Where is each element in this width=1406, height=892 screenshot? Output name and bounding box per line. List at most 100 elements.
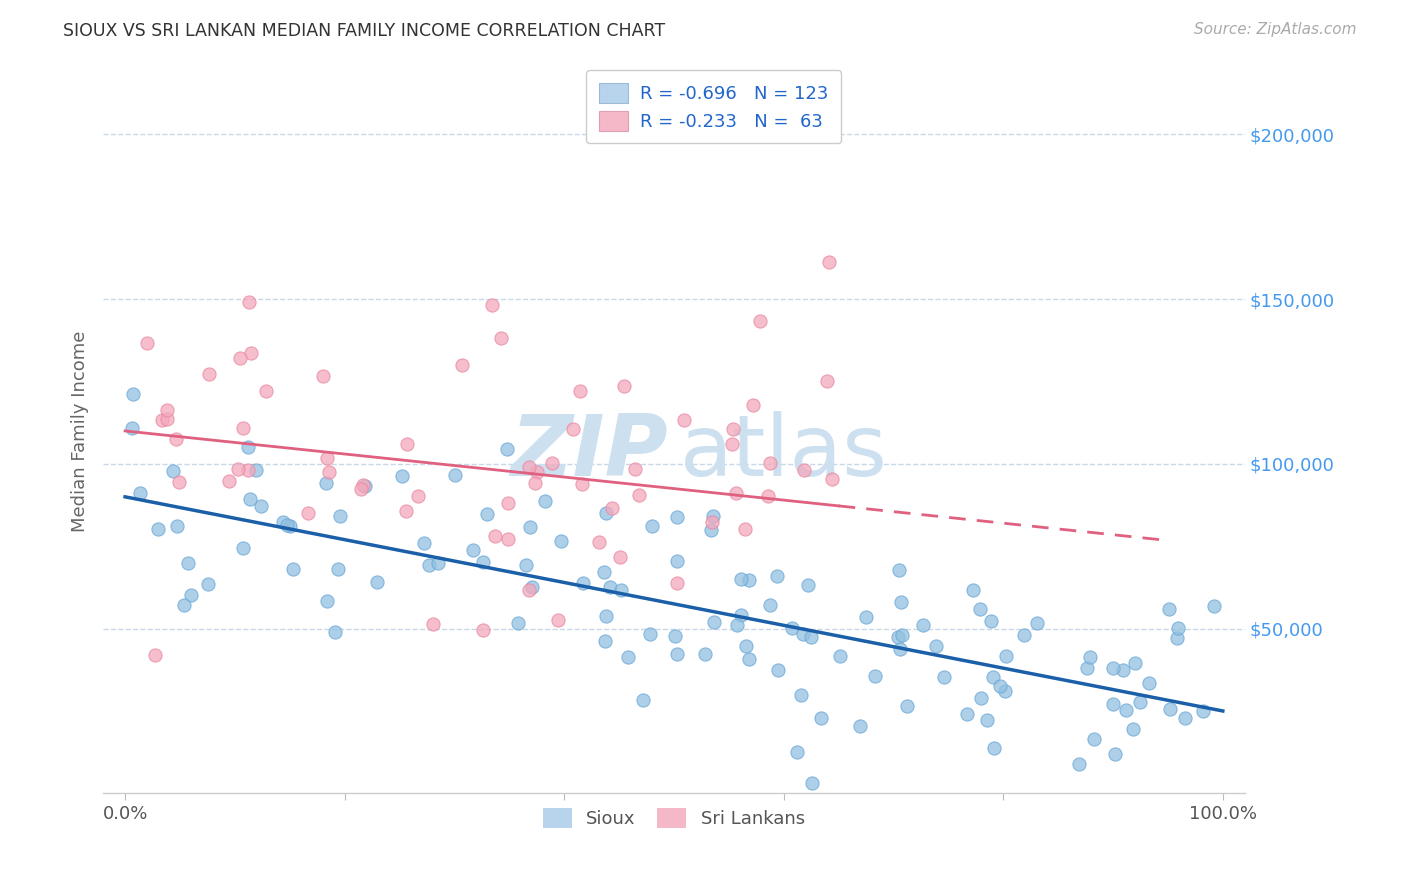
Point (610, 583, 633, 598)
Point (896, 699, 918, 714)
Point (506, 615, 529, 630)
Point (703, 615, 725, 630)
Point (491, 331, 513, 345)
Point (720, 436, 742, 450)
Point (725, 617, 748, 632)
Point (1076, 661, 1098, 675)
Point (278, 518, 301, 533)
Point (723, 422, 745, 436)
Point (891, 628, 914, 642)
Point (238, 294, 260, 309)
Point (254, 384, 277, 398)
Point (165, 432, 187, 446)
Point (523, 475, 546, 490)
Point (1166, 631, 1188, 645)
Point (956, 706, 979, 721)
Point (496, 442, 519, 456)
Point (623, 461, 645, 475)
Point (593, 565, 616, 579)
Point (962, 583, 984, 598)
Point (613, 379, 636, 393)
Point (406, 489, 429, 503)
Point (515, 558, 537, 573)
Point (239, 491, 262, 506)
Point (318, 466, 340, 480)
Point (780, 621, 803, 635)
Point (496, 532, 519, 546)
Point (1122, 722, 1144, 736)
Point (568, 384, 591, 398)
Point (1078, 649, 1101, 664)
Point (830, 649, 852, 664)
Text: Source: ZipAtlas.com: Source: ZipAtlas.com (1194, 22, 1357, 37)
Point (602, 500, 624, 515)
Point (800, 630, 823, 644)
Point (855, 610, 877, 624)
Point (759, 598, 782, 612)
Legend: Sioux, Sri Lankans: Sioux, Sri Lankans (536, 801, 813, 835)
Point (1112, 663, 1135, 677)
Point (1157, 602, 1180, 616)
Point (793, 462, 815, 476)
Text: atlas: atlas (679, 411, 887, 494)
Point (1102, 660, 1125, 674)
Point (316, 450, 339, 465)
Point (418, 558, 440, 573)
Point (593, 634, 616, 648)
Point (742, 398, 765, 412)
Point (932, 670, 955, 684)
Point (1159, 702, 1181, 716)
Point (599, 580, 621, 594)
Point (312, 368, 335, 383)
Point (588, 534, 610, 549)
Point (250, 499, 273, 513)
Point (366, 575, 388, 590)
Point (349, 482, 371, 496)
Point (571, 575, 593, 590)
Point (451, 358, 474, 372)
Point (297, 506, 319, 520)
Point (699, 524, 721, 538)
Point (797, 578, 820, 592)
Point (1083, 731, 1105, 746)
Point (730, 608, 752, 623)
Point (980, 614, 1002, 628)
Point (271, 516, 294, 530)
Point (422, 617, 444, 632)
Point (792, 627, 814, 641)
Point (197, 576, 219, 591)
Point (735, 639, 758, 653)
Point (666, 647, 689, 661)
Point (218, 474, 240, 488)
Point (1192, 705, 1215, 719)
Point (276, 517, 298, 532)
Point (849, 719, 872, 733)
Point (887, 630, 910, 644)
Point (169, 475, 191, 489)
Point (571, 476, 593, 491)
Point (166, 518, 188, 533)
Point (150, 413, 173, 427)
Point (911, 618, 934, 632)
Point (156, 411, 179, 425)
Point (121, 421, 143, 435)
Point (136, 335, 159, 350)
Point (481, 297, 503, 311)
Point (666, 509, 689, 524)
Point (738, 573, 761, 587)
Text: ZIP: ZIP (510, 411, 668, 494)
Point (475, 507, 498, 521)
Point (748, 314, 770, 328)
Point (180, 588, 202, 602)
Point (413, 535, 436, 549)
Point (1125, 656, 1147, 670)
Point (562, 422, 585, 436)
Point (976, 713, 998, 727)
Point (702, 508, 724, 523)
Point (970, 691, 993, 706)
Point (316, 594, 339, 608)
Point (1129, 695, 1152, 709)
Point (609, 550, 631, 565)
Point (239, 346, 262, 360)
Point (395, 503, 418, 517)
